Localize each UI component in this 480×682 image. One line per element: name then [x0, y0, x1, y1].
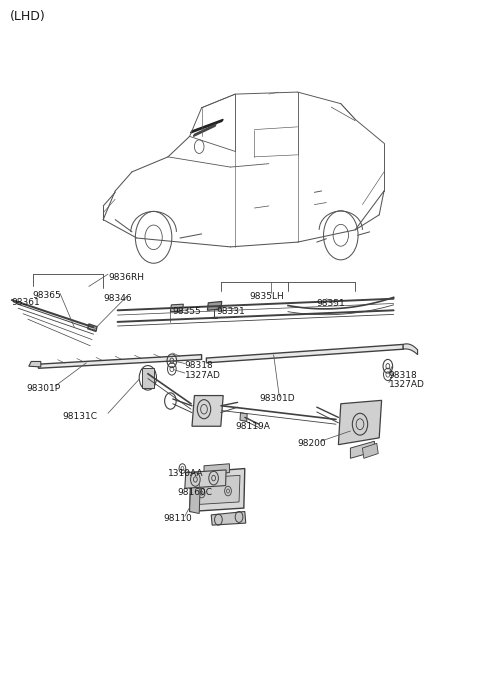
Text: 98355: 98355 — [173, 307, 202, 316]
Polygon shape — [190, 473, 201, 514]
Polygon shape — [206, 344, 403, 363]
Text: 98361: 98361 — [11, 298, 40, 308]
Polygon shape — [191, 119, 223, 133]
Text: 98351: 98351 — [317, 299, 346, 308]
Polygon shape — [193, 124, 216, 136]
Text: 98331: 98331 — [216, 307, 245, 316]
Text: 98365: 98365 — [33, 291, 61, 301]
Text: 98131C: 98131C — [62, 411, 97, 421]
Polygon shape — [194, 475, 240, 505]
Text: 98301P: 98301P — [26, 384, 60, 394]
Polygon shape — [192, 396, 223, 426]
Polygon shape — [88, 324, 97, 331]
Polygon shape — [185, 470, 226, 488]
Text: 98110: 98110 — [163, 514, 192, 523]
Text: 98318: 98318 — [389, 370, 418, 380]
Polygon shape — [403, 344, 418, 355]
Text: 1310AA: 1310AA — [168, 469, 204, 479]
Polygon shape — [204, 464, 229, 474]
Text: 98119A: 98119A — [235, 421, 270, 431]
Polygon shape — [240, 413, 247, 421]
Text: 1327AD: 1327AD — [389, 380, 425, 389]
Text: (LHD): (LHD) — [10, 10, 45, 23]
Polygon shape — [207, 301, 222, 310]
Text: 9835LH: 9835LH — [250, 292, 284, 301]
Text: 98160C: 98160C — [178, 488, 213, 497]
Polygon shape — [142, 368, 154, 388]
Text: 1327AD: 1327AD — [185, 370, 221, 380]
Polygon shape — [190, 469, 245, 512]
Text: 98301D: 98301D — [259, 394, 295, 404]
Polygon shape — [338, 400, 382, 445]
Text: 98346: 98346 — [103, 294, 132, 303]
Polygon shape — [38, 355, 202, 368]
Text: 98200: 98200 — [298, 439, 326, 448]
Text: 98318: 98318 — [185, 361, 214, 370]
Polygon shape — [29, 361, 41, 367]
Polygon shape — [362, 443, 378, 458]
Polygon shape — [170, 304, 183, 312]
Polygon shape — [211, 512, 246, 525]
Text: 9836RH: 9836RH — [108, 273, 144, 282]
Polygon shape — [350, 441, 374, 458]
